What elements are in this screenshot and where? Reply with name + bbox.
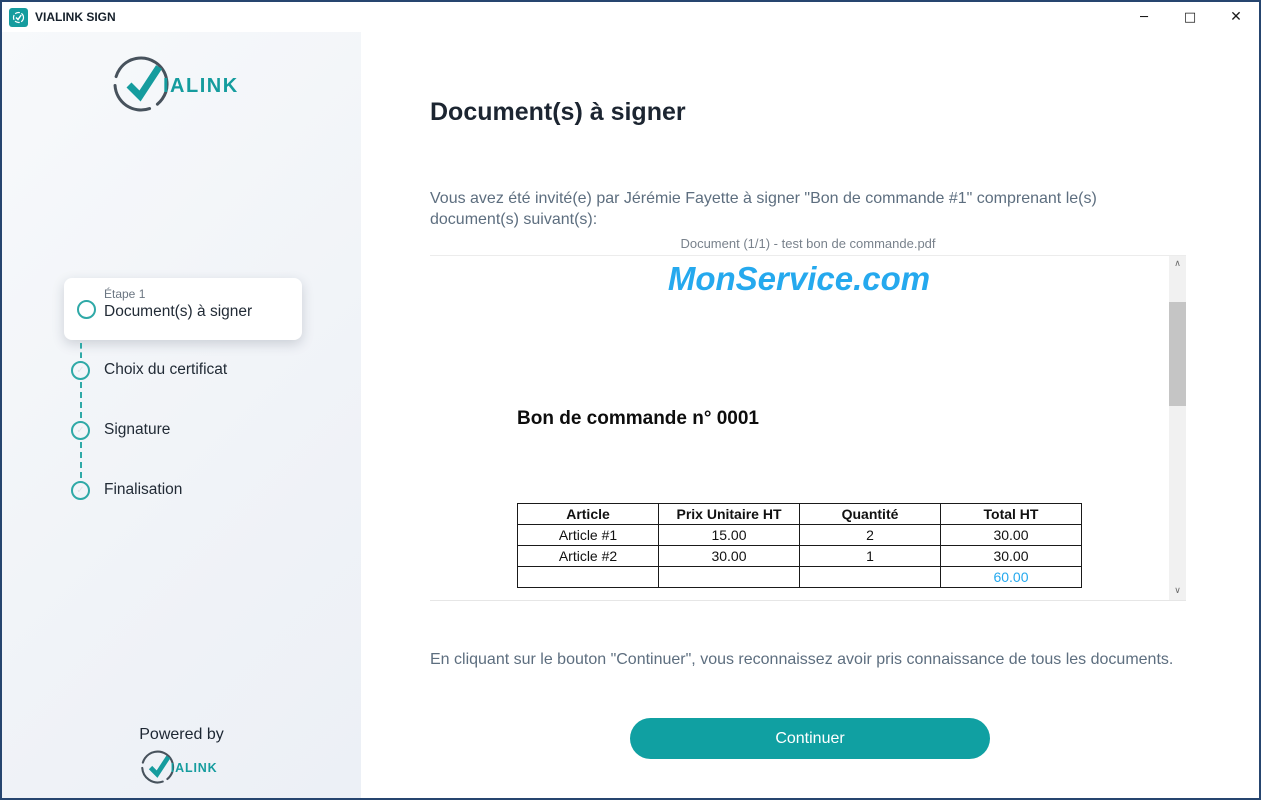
minimize-button[interactable]: ─ [1121,2,1167,32]
step-circle-icon: ✓ [71,420,90,440]
sidebar: IALINK Étape 1 Document(s) à signer ✓ Ch… [2,32,361,798]
cell-quantite: 2 [799,524,941,546]
check-circle-icon [12,11,25,23]
step-number-label: Étape 1 [104,287,146,301]
table-header-row: Article Prix Unitaire HT Quantité Total … [517,503,1082,525]
step-label: Choix du certificat [104,361,228,378]
step-label: Finalisation [104,481,183,498]
col-prix-unitaire: Prix Unitaire HT [658,503,800,525]
document-heading: Bon de commande n° 0001 [517,408,759,429]
window-title: VIALINK SIGN [35,10,116,24]
step-circle-icon: ✓ [71,360,90,380]
table-row: Article #1 15.00 2 30.00 [517,524,1082,546]
cell-total: 30.00 [940,545,1082,567]
order-table: Article Prix Unitaire HT Quantité Total … [517,503,1082,588]
step-connector [80,343,82,358]
logo-text: IALINK [170,761,217,775]
acknowledgement-text: En cliquant sur le bouton "Continuer", v… [430,651,1174,668]
col-article: Article [517,503,659,525]
step-label: Signature [104,421,171,438]
step-circle-icon: ✓ [71,480,90,500]
scrollbar-thumb[interactable] [1169,302,1186,406]
continue-button[interactable]: Continuer [630,718,990,759]
maximize-button[interactable]: □ [1167,2,1213,32]
logo-text: IALINK [163,75,239,97]
cell-quantite: 1 [799,545,941,567]
step-connector [80,382,82,418]
vialink-logo-icon: IALINK [113,56,239,112]
table-row: Article #2 30.00 1 30.00 [517,545,1082,567]
scroll-up-icon[interactable]: ∧ [1174,259,1181,269]
vialink-logo-small-icon: IALINK [140,750,217,784]
step-circle-icon [77,300,96,319]
scroll-down-icon[interactable]: ∨ [1174,586,1181,596]
document-preview[interactable]: MonService.com Bon de commande n° 0001 A… [430,255,1186,601]
vialink-logo: IALINK [2,52,361,116]
titlebar[interactable]: VIALINK SIGN ─ □ ✕ [2,2,1259,32]
step-item-signature[interactable]: ✓ Signature [71,420,170,440]
cell-article [517,566,659,588]
window-content: IALINK Étape 1 Document(s) à signer ✓ Ch… [2,32,1259,798]
preview-scrollbar[interactable]: ∧ ∨ [1169,256,1186,600]
cell-prix: 30.00 [658,545,800,567]
table-row: 60.00 [517,566,1082,588]
col-total: Total HT [940,503,1082,525]
step-item-finalisation[interactable]: ✓ Finalisation [71,480,182,500]
invitation-text: Vous avez été invité(e) par Jérémie Faye… [430,190,1097,228]
powered-by: Powered by IALINK [2,726,361,791]
col-quantite: Quantité [799,503,941,525]
step-item-certificat[interactable]: ✓ Choix du certificat [71,360,227,380]
cell-prix [658,566,800,588]
page-title: Document(s) à signer [430,98,686,126]
cell-article: Article #2 [517,545,659,567]
document-watermark: MonService.com [667,260,931,297]
cell-grand-total: 60.00 [940,566,1082,588]
cell-total: 30.00 [940,524,1082,546]
step-label: Document(s) à signer [104,303,253,320]
app-logo-icon [9,7,28,27]
window-controls: ─ □ ✕ [1121,2,1259,32]
document-pager-label: Document (1/1) - test bon de commande.pd… [680,236,936,251]
cell-prix: 15.00 [658,524,800,546]
cell-quantite [799,566,941,588]
step-connector [80,442,82,478]
step-item-documents[interactable]: Étape 1 Document(s) à signer [64,278,302,340]
close-button[interactable]: ✕ [1213,2,1259,32]
main-panel: Document(s) à signer Vous avez été invit… [361,32,1259,798]
powered-by-label: Powered by [139,726,224,743]
cell-article: Article #1 [517,524,659,546]
